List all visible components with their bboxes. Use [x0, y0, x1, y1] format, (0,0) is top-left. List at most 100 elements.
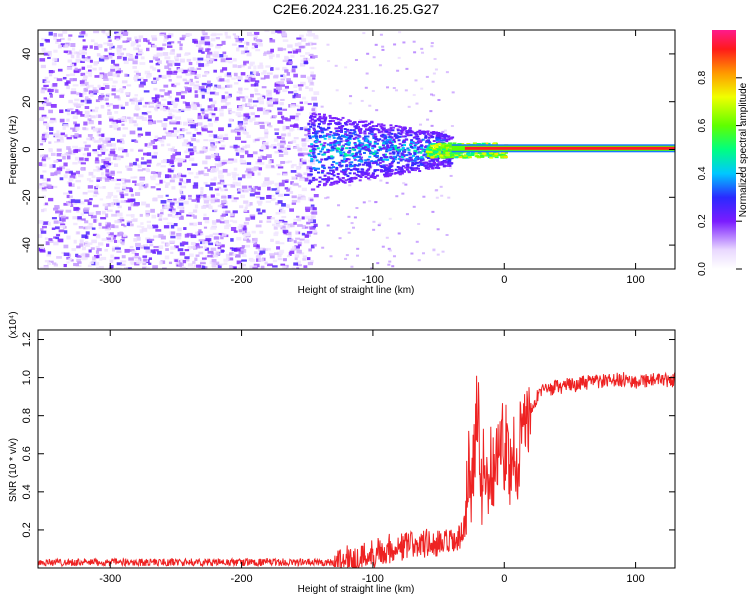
heatmap-cell: [185, 102, 190, 106]
heatmap-cell: [195, 194, 202, 198]
heatmap-cell: [198, 251, 204, 255]
heatmap-cell: [167, 101, 172, 105]
heatmap-cell: [287, 44, 293, 48]
heatmap-cell: [295, 166, 301, 170]
heatmap-cell: [372, 228, 376, 231]
heatmap-cell: [120, 52, 124, 56]
heatmap-cell: [341, 116, 345, 119]
heatmap-cell: [291, 199, 298, 203]
heatmap-cell: [386, 86, 390, 89]
heatmap-cell: [193, 86, 199, 90]
heatmap-cell: [379, 125, 383, 128]
heatmap-cell: [95, 165, 100, 169]
heatmap-cell: [94, 75, 100, 78]
snr-scale-label: (x10⁴): [8, 311, 19, 338]
heatmap-cell: [364, 176, 368, 179]
heatmap-cell: [262, 70, 267, 75]
heatmap-cell: [270, 198, 275, 201]
heatmap-cell: [429, 153, 434, 156]
heatmap-cell: [381, 128, 385, 131]
heatmap-cell: [105, 164, 109, 168]
heatmap-cell: [427, 136, 431, 139]
heatmap-cell: [388, 135, 392, 138]
heatmap-cell: [113, 154, 118, 157]
heatmap-cell: [336, 175, 340, 178]
heatmap-cell: [383, 153, 387, 156]
heatmap-cell: [92, 149, 97, 152]
heatmap-cell: [334, 140, 338, 143]
heatmap-cell: [381, 245, 385, 248]
heatmap-cell: [399, 126, 403, 129]
heatmap-cell: [187, 118, 193, 122]
heatmap-cell: [150, 175, 154, 179]
heatmap-cell: [306, 168, 311, 172]
heatmap-cell: [275, 211, 281, 215]
heatmap-cell: [204, 113, 209, 118]
heatmap-cell: [326, 128, 330, 131]
heatmap-cell: [413, 163, 417, 166]
heatmap-cell: [330, 155, 334, 158]
heatmap-cell: [173, 129, 180, 133]
heatmap-cell: [245, 217, 250, 221]
heatmap-cell: [53, 33, 58, 37]
heatmap-cell: [438, 162, 442, 165]
heatmap-cell: [275, 91, 280, 95]
heatmap-cell: [261, 209, 266, 213]
heatmap-cell: [85, 240, 89, 244]
heatmap-cell: [177, 163, 182, 168]
heatmap-cell: [72, 161, 78, 165]
heatmap-cell: [49, 132, 54, 135]
heatmap-cell: [58, 229, 65, 233]
heatmap-cell: [151, 155, 157, 159]
heatmap-cell: [311, 135, 315, 138]
heatmap-cell: [198, 47, 204, 51]
heatmap-cell: [90, 93, 94, 97]
heatmap-cell: [345, 136, 349, 139]
heatmap-cell: [311, 123, 315, 126]
heatmap-cell: [207, 107, 213, 111]
heatmap-cell: [417, 137, 421, 140]
heatmap-cell: [209, 91, 216, 95]
heatmap-cell: [179, 46, 183, 51]
heatmap-cell: [76, 245, 81, 249]
heatmap-cell: [280, 74, 285, 78]
heatmap-cell: [205, 235, 210, 240]
heatmap-cell: [293, 183, 299, 186]
heatmap-cell: [381, 139, 385, 142]
heatmap-cell: [308, 137, 314, 141]
heatmap-cell: [84, 110, 90, 115]
heatmap-cell: [92, 89, 99, 93]
heatmap-cell: [50, 172, 55, 177]
heatmap-cell: [249, 71, 255, 75]
heatmap-cell: [276, 135, 282, 140]
heatmap-cell: [46, 102, 52, 107]
heatmap-cell: [153, 245, 160, 249]
heatmap-cell: [317, 123, 321, 126]
heatmap-cell: [188, 120, 195, 125]
heatmap-cell: [249, 61, 255, 65]
heatmap-cell: [168, 60, 175, 65]
heatmap-cell: [217, 163, 222, 168]
heatmap-cell: [93, 254, 99, 259]
heatmap-cell: [309, 180, 313, 183]
snr-frame: [37, 329, 676, 569]
heatmap-cell: [232, 181, 238, 185]
colorbar-gradient: [712, 30, 736, 269]
heatmap-cell: [314, 113, 318, 116]
heatmap-cell: [228, 118, 233, 122]
heatmap-cell: [66, 146, 71, 150]
heatmap-cell: [225, 60, 230, 63]
heatmap-cell: [114, 35, 121, 40]
snr-y-axis: 0.20.40.60.81.01.2: [21, 332, 675, 538]
heatmap-cell: [397, 157, 401, 160]
heatmap-cell: [305, 208, 311, 213]
heatmap-cell: [391, 157, 395, 160]
heatmap-cell: [173, 245, 179, 249]
heatmap-cell: [297, 199, 301, 203]
heatmap-cell: [210, 108, 217, 112]
heatmap-cell: [149, 65, 154, 69]
heatmap-cell: [339, 154, 343, 157]
heatmap-cell: [134, 55, 139, 59]
heatmap-cell: [339, 129, 343, 132]
heatmap-cell: [303, 147, 307, 152]
